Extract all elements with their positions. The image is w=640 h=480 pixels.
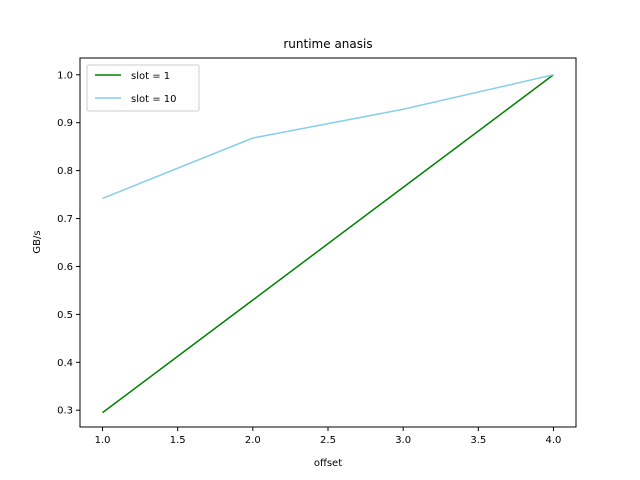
x-tick-label: 3.5 [470,435,486,446]
series-layer [102,74,554,414]
y-tick-label: 1.0 [57,70,73,81]
x-tick-label: 1.0 [95,435,111,446]
y-tick-label: 0.5 [57,310,73,321]
series-line-2 [102,74,554,200]
plot-frame [79,57,577,428]
legend-box [86,64,200,112]
y-tick-label: 0.8 [57,166,73,177]
y-tick-label: 0.3 [57,406,73,417]
legend-label: slot = 10 [131,94,177,105]
legend: slot = 1 slot = 10 [86,64,200,112]
x-tick-label: 3.0 [395,435,411,446]
chart-title: runtime anasis [283,37,372,51]
x-axis-label: offset [314,458,342,469]
legend-label: slot = 1 [131,71,170,82]
x-tick-label: 4.0 [546,435,562,446]
y-tick-label: 0.4 [57,358,73,369]
y-tick-label: 0.7 [57,214,73,225]
y-axis-label: GB/s [32,230,43,253]
ticks-layer: 1.0 1.5 2.0 2.5 3.0 3.5 4.0 0.3 0.4 0.5 0.6 0.7 0.8 0… [57,70,561,446]
y-tick-label: 0.6 [57,262,73,273]
y-tick-label: 0.9 [57,118,73,129]
x-tick-label: 2.5 [320,435,336,446]
x-tick-label: 1.5 [170,435,186,446]
series-line-1 [102,74,554,414]
x-tick-label: 2.0 [245,435,261,446]
